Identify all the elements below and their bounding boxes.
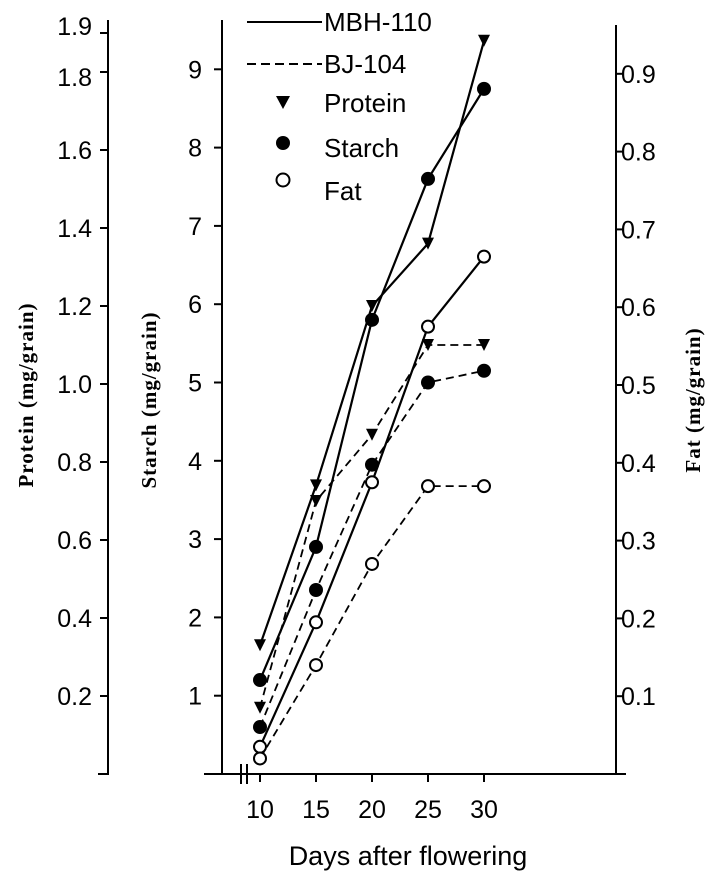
fat-tick-label: 0.4 — [621, 450, 656, 478]
data-point-fat-bj-104 — [477, 479, 491, 494]
data-point-fat-mbh-110 — [365, 475, 379, 490]
fat-tick-label: 0.1 — [621, 683, 656, 711]
data-point-starch-bj-104 — [421, 375, 435, 390]
fat-tick-labels: 0.1 0.2 0.3 0.4 0.5 0.6 0.7 0.8 0.9 — [616, 61, 656, 711]
legend-label-fat: Fat — [324, 176, 362, 206]
starch-axis-label: Starch (mg/grain) — [137, 311, 161, 488]
data-point-protein-bj-104 — [254, 701, 266, 714]
series-line-protein-mbh-110 — [258, 40, 486, 646]
series-line-starch-bj-104 — [259, 369, 485, 728]
data-point-protein-bj-104 — [366, 428, 378, 441]
data-point-protein-mbh-110 — [478, 34, 490, 47]
legend-label-starch: Starch — [324, 133, 399, 163]
starch-tick-label: 1 — [188, 683, 202, 711]
data-point-protein-mbh-110 — [422, 237, 434, 250]
data-point-protein-mbh-110 — [254, 639, 266, 652]
x-tick-label: 10 — [246, 796, 274, 824]
data-point-starch-bj-104 — [309, 582, 323, 597]
x-tick-label: 25 — [414, 796, 442, 824]
legend-label-protein: Protein — [324, 88, 406, 118]
data-point-starch-bj-104 — [365, 457, 379, 472]
fat-axis-label: Fat (mg/grain) — [681, 327, 705, 472]
x-axis-label: Days after flowering — [289, 841, 528, 871]
starch-tick-label: 7 — [188, 213, 202, 241]
data-point-starch-mbh-110 — [309, 539, 323, 554]
protein-tick-label: 0.6 — [57, 527, 92, 555]
starch-tick-label: 4 — [188, 448, 202, 476]
data-point-fat-mbh-110 — [309, 615, 323, 630]
protein-tick-label: 1.2 — [57, 293, 92, 321]
data-point-protein-mbh-110 — [366, 300, 378, 312]
data-point-starch-bj-104 — [477, 363, 491, 378]
series-line-fat-bj-104 — [259, 485, 484, 759]
series-layer — [98, 34, 626, 775]
data-point-fat-bj-104 — [365, 556, 379, 571]
fat-tick-label: 0.2 — [621, 605, 656, 633]
protein-tick-label: 0.2 — [57, 683, 92, 711]
starch-tick-label: 3 — [188, 526, 202, 554]
data-point-fat-mbh-110 — [477, 249, 491, 264]
legend-open-circle-icon — [275, 172, 291, 188]
legend-filled-circle-icon — [276, 136, 290, 150]
fat-tick-label: 0.9 — [621, 61, 656, 89]
legend-label-mbh-110: MBH-110 — [324, 7, 432, 37]
starch-tick-label: 5 — [188, 370, 202, 398]
fat-tick-label: 0.3 — [621, 528, 656, 556]
legend-triangle-icon — [276, 96, 290, 109]
series-line-starch-mbh-110 — [258, 88, 485, 681]
data-point-starch-bj-104 — [253, 720, 267, 735]
data-point-starch-mbh-110 — [421, 171, 435, 186]
starch-tick-label: 9 — [188, 56, 202, 84]
protein-tick-label: 1.0 — [57, 371, 92, 399]
legend: MBH-110 BJ-104 Protein Starch Fat — [247, 7, 432, 206]
data-point-protein-bj-104 — [422, 339, 434, 351]
data-point-starch-mbh-110 — [253, 673, 267, 688]
protein-tick-label: 1.4 — [57, 215, 92, 243]
series-line-protein-bj-104 — [259, 344, 484, 708]
protein-tick-label: 1.8 — [57, 64, 92, 92]
x-axis: 10 15 20 25 30 Days after flowering — [204, 764, 616, 871]
protein-tick-label: 1.9 — [57, 13, 92, 41]
starch-tick-label: 6 — [188, 291, 202, 319]
protein-tick-label: 0.8 — [57, 449, 92, 477]
x-tick-label: 20 — [358, 796, 386, 824]
data-point-protein-mbh-110 — [310, 479, 322, 492]
series-line-fat-mbh-110 — [258, 255, 485, 748]
x-tick-labels: 10 15 20 25 30 — [246, 774, 498, 824]
data-point-fat-bj-104 — [253, 751, 267, 766]
data-point-fat-mbh-110 — [253, 739, 267, 754]
data-point-protein-bj-104 — [478, 339, 490, 351]
protein-axis-label: Protein (mg/grain) — [14, 303, 38, 488]
fat-axis: 0.1 0.2 0.3 0.4 0.5 0.6 0.7 0.8 0.9 Fat (mg/grai… — [615, 25, 705, 775]
fat-tick-label: 0.7 — [621, 216, 656, 244]
protein-axis: 0.2 0.4 0.6 0.8 1.0 1.2 1.4 1.6 1.8 1.9 Protein (… — [14, 13, 109, 775]
starch-tick-label: 2 — [188, 604, 202, 632]
protein-tick-label: 1.6 — [57, 137, 92, 165]
fat-tick-label: 0.8 — [621, 139, 656, 167]
protein-tick-label: 0.4 — [57, 605, 92, 633]
x-tick-label: 30 — [470, 796, 498, 824]
data-point-fat-mbh-110 — [421, 319, 435, 334]
fat-tick-label: 0.6 — [621, 294, 656, 322]
protein-tick-labels: 0.2 0.4 0.6 0.8 1.0 1.2 1.4 1.6 1.8 1.9 — [57, 13, 108, 711]
legend-label-bj-104: BJ-104 — [324, 49, 406, 79]
starch-tick-label: 8 — [188, 135, 202, 163]
starch-tick-labels: 1 2 3 4 5 6 7 8 9 — [188, 56, 222, 711]
data-point-fat-bj-104 — [309, 658, 323, 673]
x-tick-label: 15 — [302, 796, 330, 824]
data-point-starch-mbh-110 — [477, 81, 491, 96]
data-point-protein-bj-104 — [310, 495, 322, 507]
data-point-starch-mbh-110 — [365, 312, 379, 327]
data-point-fat-bj-104 — [421, 479, 435, 494]
starch-axis: 1 2 3 4 5 6 7 8 9 Starch (mg/grain) — [137, 20, 223, 775]
fat-tick-label: 0.5 — [621, 372, 656, 400]
